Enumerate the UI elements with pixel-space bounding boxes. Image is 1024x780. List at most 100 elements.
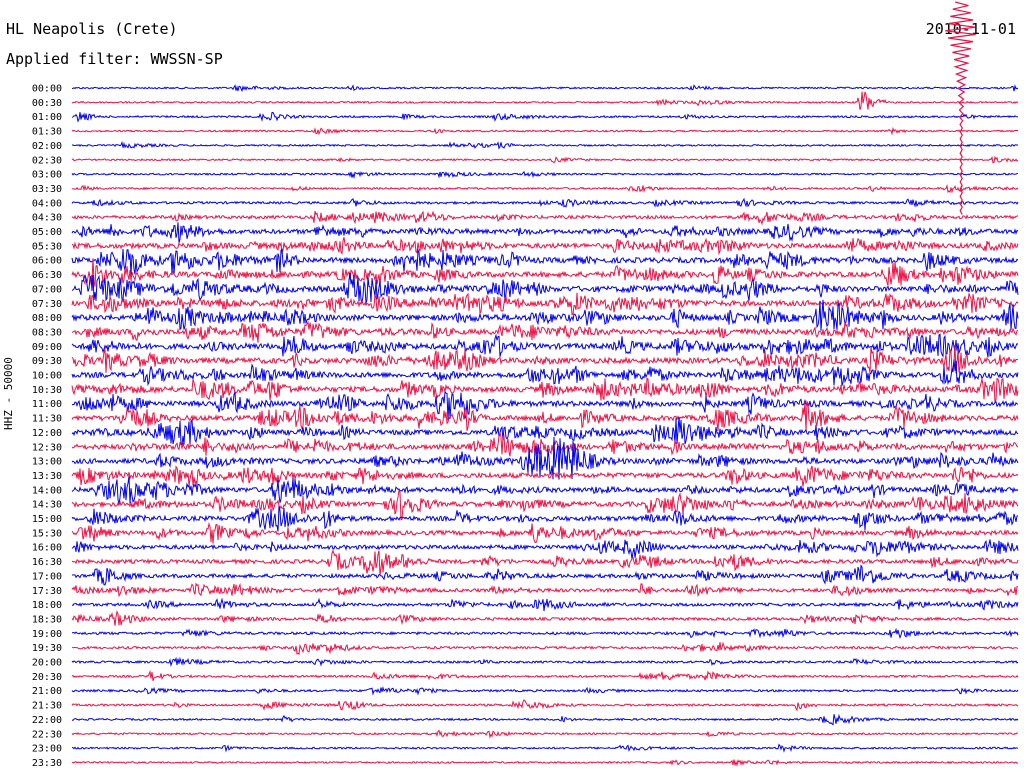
- row-labels: 00:00 00:30 01:00 01:30 02:00 02:30 03:00 03:30…: [32, 84, 62, 769]
- row-label: 07:00: [32, 284, 62, 295]
- row-label: 15:00: [32, 514, 62, 525]
- filter-label: Applied filter: WWSSN-SP: [6, 50, 223, 68]
- trace-row: [71, 155, 1019, 164]
- row-label: 13:30: [32, 471, 62, 482]
- row-label: 19:30: [32, 643, 62, 654]
- row-label: 17:30: [32, 586, 62, 597]
- row-label: 08:30: [32, 327, 62, 338]
- row-label: 00:00: [32, 84, 62, 95]
- trace-row: [71, 539, 1019, 560]
- trace-row: [71, 292, 1019, 316]
- row-label: 00:30: [32, 98, 62, 109]
- row-label: 11:00: [32, 399, 62, 410]
- row-label: 11:30: [32, 414, 62, 425]
- trace-row: [71, 685, 1019, 696]
- trace-row: [71, 377, 1019, 403]
- row-label: 05:00: [32, 227, 62, 238]
- trace-row: [71, 549, 1019, 576]
- trace-row: [71, 197, 1019, 208]
- trace-row: [71, 344, 1019, 374]
- trace-row: [71, 210, 1019, 226]
- trace-row: [71, 237, 1019, 256]
- trace-row: [71, 91, 1019, 110]
- earthquake-trace: [945, 1, 976, 215]
- trace-row: [71, 222, 1019, 243]
- trace-row: [71, 610, 1019, 626]
- trace-row: [71, 320, 1019, 343]
- row-label: 14:00: [32, 485, 62, 496]
- trace-row: [71, 400, 1019, 432]
- trace-row: [71, 505, 1019, 532]
- trace-row: [72, 627, 1019, 640]
- row-label: 21:00: [32, 686, 62, 697]
- trace-row: [71, 140, 1019, 150]
- row-label: 16:30: [32, 557, 62, 568]
- row-label: 09:30: [32, 356, 62, 367]
- row-label: 04:00: [32, 198, 62, 209]
- row-label: 12:00: [32, 428, 62, 439]
- trace-row: [71, 432, 1019, 457]
- row-label: 20:00: [32, 658, 62, 669]
- trace-row: [71, 743, 1019, 753]
- trace-row: [71, 699, 1019, 712]
- trace-row: [71, 170, 1019, 179]
- seismic-traces: [71, 1, 1019, 768]
- row-label: 17:00: [32, 571, 62, 582]
- trace-row: [71, 522, 1019, 544]
- trace-row: [71, 476, 1019, 505]
- trace-row: [71, 299, 1019, 331]
- date-label: 2010-11-01: [925, 20, 1016, 38]
- row-label: 10:30: [32, 385, 62, 396]
- trace-row: [71, 126, 1018, 136]
- trace-row: [71, 759, 1019, 768]
- trace-row: [71, 84, 1019, 93]
- station-title: HL Neapolis (Crete): [6, 20, 178, 38]
- trace-row: [71, 582, 1018, 598]
- trace-row: [71, 729, 1019, 739]
- row-label: 09:00: [32, 342, 62, 353]
- trace-row: [71, 248, 1019, 276]
- row-label: 16:00: [32, 543, 62, 554]
- trace-row: [71, 436, 1019, 480]
- trace-row: [71, 489, 1019, 521]
- row-label: 01:30: [32, 127, 62, 138]
- row-label: 03:30: [32, 184, 62, 195]
- row-label: 12:30: [32, 442, 62, 453]
- row-label: 06:30: [32, 270, 62, 281]
- trace-row: [71, 564, 1019, 586]
- row-label: 14:30: [32, 500, 62, 511]
- row-label: 03:00: [32, 170, 62, 181]
- row-label: 22:00: [32, 715, 62, 726]
- row-label: 01:00: [32, 112, 62, 123]
- row-label: 23:30: [32, 758, 62, 769]
- row-label: 02:30: [32, 155, 62, 166]
- trace-row: [71, 641, 1019, 656]
- row-label: 04:30: [32, 213, 62, 224]
- trace-row: [71, 359, 1019, 387]
- trace-row: [71, 333, 1019, 358]
- trace-row: [71, 669, 1019, 681]
- row-label: 18:00: [32, 600, 62, 611]
- row-label: 08:00: [32, 313, 62, 324]
- row-label: 22:30: [32, 729, 62, 740]
- row-label: 10:00: [32, 371, 62, 382]
- row-label: 06:00: [32, 256, 62, 267]
- trace-row: [71, 597, 1019, 612]
- row-label: 15:30: [32, 528, 62, 539]
- row-label: 23:00: [32, 744, 62, 755]
- trace-row: [71, 184, 1019, 194]
- trace-row: [71, 258, 1019, 287]
- row-label: 02:00: [32, 141, 62, 152]
- trace-row: [71, 416, 1019, 446]
- row-label: 07:30: [32, 299, 62, 310]
- row-label: 18:30: [32, 614, 62, 625]
- trace-row: [71, 465, 1019, 487]
- row-label: 05:30: [32, 241, 62, 252]
- trace-row: [71, 656, 1019, 667]
- row-label: 21:30: [32, 701, 62, 712]
- trace-row: [71, 111, 1019, 123]
- trace-row: [71, 390, 1019, 421]
- row-label: 13:00: [32, 457, 62, 468]
- trace-row: [71, 713, 1019, 726]
